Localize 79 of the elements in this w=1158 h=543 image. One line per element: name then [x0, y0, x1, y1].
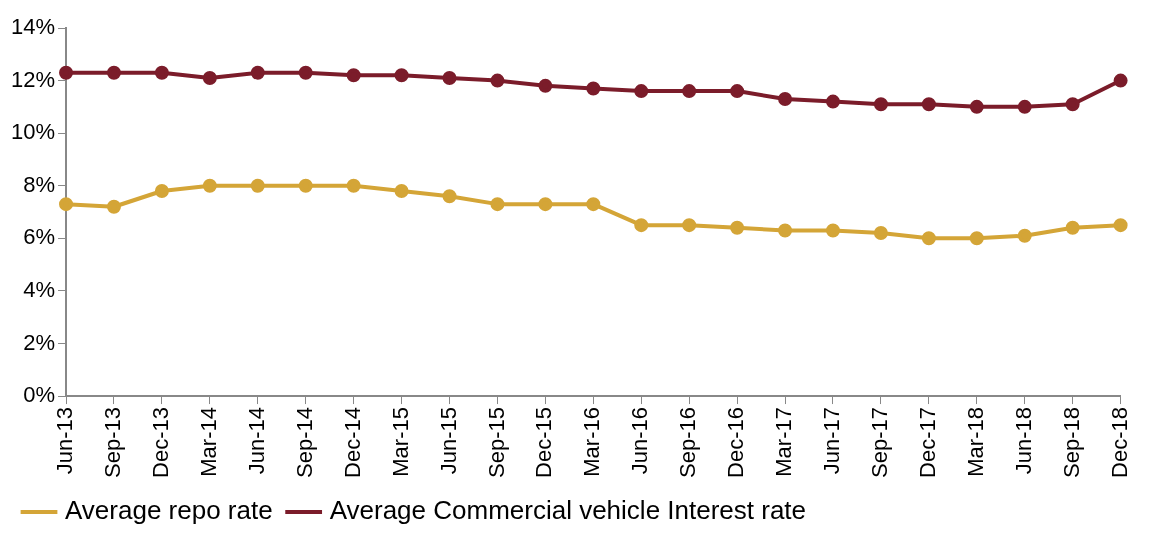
- x-tick-label: Jun-13: [52, 407, 78, 475]
- y-tick-label: 4%: [23, 276, 56, 302]
- x-tick-label: Mar-17: [771, 407, 797, 477]
- x-tick-label: Sep-13: [100, 407, 126, 479]
- point: [298, 65, 313, 80]
- x-tick-label: Sep-16: [675, 407, 701, 479]
- point: [490, 73, 505, 88]
- x-tick-label: Mar-15: [387, 407, 413, 477]
- point: [298, 178, 313, 193]
- legend-label: Average Commercial vehicle Interest rate: [329, 495, 807, 526]
- point: [59, 197, 74, 212]
- point: [1113, 73, 1128, 88]
- x-tick-label: Jun-16: [627, 407, 653, 475]
- x-tick-label: Sep-18: [1058, 407, 1084, 479]
- point: [921, 231, 936, 246]
- point: [586, 197, 601, 212]
- x-tick-label: Dec-16: [723, 407, 749, 478]
- x-tick-label: Sep-14: [291, 407, 317, 479]
- point: [154, 184, 169, 198]
- point: [778, 91, 793, 106]
- point: [106, 199, 121, 214]
- point: [59, 65, 74, 80]
- point: [394, 184, 409, 198]
- point: [921, 97, 936, 112]
- legend-label: Average repo rate: [65, 495, 273, 526]
- point: [202, 70, 217, 85]
- point: [634, 218, 649, 233]
- point: [394, 68, 409, 83]
- y-tick-label: 8%: [23, 171, 56, 197]
- point: [969, 99, 984, 114]
- x-tick-label: Jun-17: [819, 407, 845, 475]
- point: [634, 84, 649, 99]
- x-tick-label: Jun-15: [435, 407, 461, 475]
- x-tick-label: Dec-18: [1106, 407, 1132, 478]
- point: [1113, 218, 1128, 233]
- point: [586, 81, 601, 96]
- point: [730, 84, 745, 99]
- point: [346, 178, 361, 193]
- x-tick-label: Jun-18: [1010, 407, 1036, 475]
- point: [1017, 99, 1032, 114]
- point: [825, 94, 840, 109]
- x-tick-label: Dec-17: [914, 407, 940, 478]
- point: [250, 65, 265, 80]
- point: [873, 226, 888, 241]
- x-tick-label: Dec-13: [147, 407, 173, 478]
- y-tick-label: 10%: [10, 119, 56, 145]
- point: [154, 65, 169, 80]
- point: [538, 197, 553, 212]
- point: [538, 78, 553, 93]
- x-tick-label: Mar-14: [195, 407, 221, 477]
- x-tick-label: Jun-14: [243, 407, 269, 475]
- x-tick-label: Mar-16: [579, 407, 605, 477]
- x-tick-label: Mar-18: [962, 407, 988, 477]
- point: [490, 197, 505, 212]
- point: [969, 231, 984, 246]
- point: [825, 223, 840, 238]
- x-tick-label: Dec-14: [339, 407, 365, 478]
- point: [250, 178, 265, 193]
- point: [682, 218, 697, 233]
- y-tick-label: 6%: [23, 224, 56, 250]
- y-tick-label: 2%: [23, 329, 56, 355]
- y-tick-label: 14%: [10, 14, 56, 40]
- point: [682, 84, 697, 99]
- point: [442, 189, 457, 204]
- point: [1065, 97, 1080, 112]
- x-tick-label: Sep-17: [866, 407, 892, 479]
- point: [346, 68, 361, 83]
- point: [442, 70, 457, 85]
- y-tick-label: 0%: [23, 382, 56, 408]
- point: [1065, 220, 1080, 235]
- point: [778, 223, 793, 238]
- point: [202, 178, 217, 193]
- x-tick-label: Sep-15: [483, 407, 509, 479]
- point: [106, 65, 121, 80]
- x-tick-label: Dec-15: [531, 407, 557, 478]
- y-tick-label: 12%: [10, 66, 56, 92]
- point: [730, 220, 745, 235]
- point: [1017, 228, 1032, 243]
- point: [873, 97, 888, 112]
